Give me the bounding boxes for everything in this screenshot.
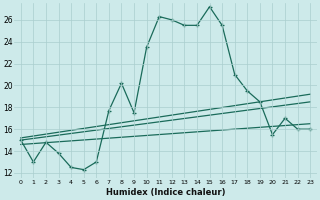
X-axis label: Humidex (Indice chaleur): Humidex (Indice chaleur)	[106, 188, 225, 197]
